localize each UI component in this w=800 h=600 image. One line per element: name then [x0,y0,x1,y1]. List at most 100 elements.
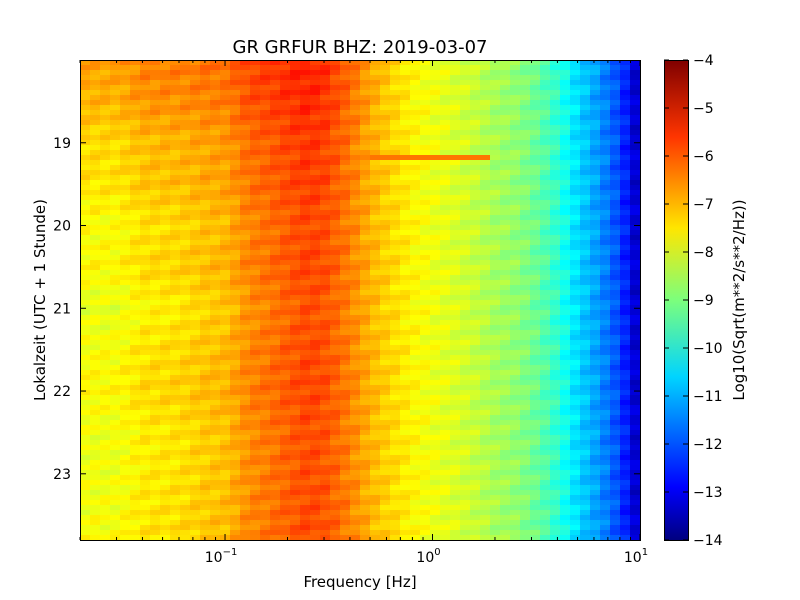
heatmap-cell [290,255,301,261]
heatmap-cell [510,420,521,426]
heatmap-cell [350,400,361,406]
heatmap-cell [220,350,231,356]
heatmap-cell [200,305,211,311]
heatmap-cell [420,145,431,151]
heatmap-cell [530,75,541,81]
heatmap-cell [500,325,511,331]
heatmap-cell [180,395,191,401]
heatmap-cell [220,65,231,71]
heatmap-cell [190,155,201,161]
heatmap-cell [450,375,461,381]
heatmap-cell [560,445,571,451]
heatmap-cell [580,370,591,376]
heatmap-cell [290,155,301,161]
heatmap-cell [200,175,211,181]
heatmap-cell [360,420,371,426]
heatmap-cell [160,290,171,296]
heatmap-cell [130,70,141,76]
heatmap-cell [250,280,261,286]
heatmap-cell [100,130,111,136]
heatmap-cell [570,255,581,261]
heatmap-cell [380,95,391,101]
heatmap-cell [90,365,101,371]
heatmap-cell [610,290,621,296]
heatmap-cell [260,435,271,441]
heatmap-cell [120,190,131,196]
heatmap-cell [310,210,321,216]
heatmap-cell [230,200,241,206]
heatmap-cell [180,310,191,316]
heatmap-cell [100,485,111,491]
heatmap-cell [500,130,511,136]
heatmap-cell [330,470,341,476]
heatmap-cell [200,80,211,86]
heatmap-cell [260,145,271,151]
heatmap-cell [280,255,291,261]
heatmap-cell [140,85,151,91]
heatmap-cell [280,220,291,226]
heatmap-cell [530,85,541,91]
heatmap-cell [90,245,101,251]
heatmap-cell [120,490,131,496]
heatmap-cell [310,480,321,486]
heatmap-cell [500,360,511,366]
heatmap-cell [540,445,551,451]
heatmap-cell [250,340,261,346]
heatmap-cell [290,60,301,66]
heatmap-cell [490,210,501,216]
heatmap-cell [220,275,231,281]
heatmap-cell [500,490,511,496]
heatmap-cell [140,75,151,81]
heatmap-cell [480,435,491,441]
heatmap-cell [190,455,201,461]
heatmap-cell [340,240,351,246]
heatmap-cell [170,370,181,376]
heatmap-cell [230,375,241,381]
heatmap-cell [280,235,291,241]
heatmap-cell [320,110,331,116]
heatmap-cell [480,125,491,131]
heatmap-cell [440,125,451,131]
heatmap-cell [490,270,501,276]
heatmap-cell [280,100,291,106]
heatmap-cell [410,210,421,216]
heatmap-cell [90,335,101,341]
heatmap-cell [250,255,261,261]
heatmap-cell [290,410,301,416]
heatmap-cell [400,160,411,166]
heatmap-cell [400,260,411,266]
heatmap-cell [520,140,531,146]
heatmap-cell [240,60,251,66]
heatmap-cell [410,90,421,96]
heatmap-cell [360,130,371,136]
heatmap-cell [570,295,581,301]
heatmap-cell [480,335,491,341]
heatmap-cell [580,315,591,321]
heatmap-cell [630,250,641,256]
heatmap-cell [130,490,141,496]
heatmap-cell [530,240,541,246]
heatmap-cell [290,440,301,446]
heatmap-cell [310,60,321,66]
heatmap-cell [290,355,301,361]
heatmap-cell [270,300,281,306]
heatmap-cell [120,305,131,311]
heatmap-cell [470,90,481,96]
heatmap-cell [490,355,501,361]
heatmap-cell [260,100,271,106]
heatmap-cell [200,375,211,381]
heatmap-cell [450,435,461,441]
heatmap-cell [360,450,371,456]
heatmap-cell [220,220,231,226]
heatmap-cell [210,215,221,221]
heatmap-cell [560,135,571,141]
heatmap-cell [100,450,111,456]
heatmap-cell [270,280,281,286]
heatmap-cell [330,300,341,306]
heatmap-cell [180,210,191,216]
heatmap-cell [140,350,151,356]
heatmap-cell [600,90,611,96]
heatmap-cell [140,355,151,361]
heatmap-cell [590,410,601,416]
heatmap-cell [600,345,611,351]
